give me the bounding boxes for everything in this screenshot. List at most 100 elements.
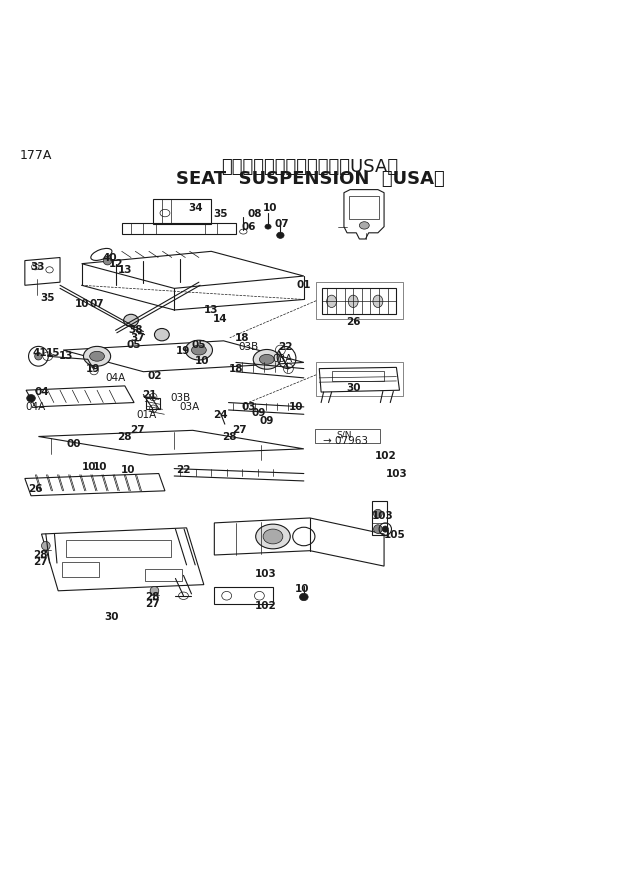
Text: 41: 41: [33, 348, 48, 358]
Ellipse shape: [373, 295, 383, 307]
Bar: [62, 562, 99, 577]
Bar: [332, 371, 384, 381]
Text: シートサスペンション　（USA）: シートサスペンション （USA）: [221, 157, 399, 175]
Text: 15: 15: [45, 348, 60, 358]
Text: 09: 09: [260, 416, 274, 426]
Ellipse shape: [382, 526, 388, 533]
Text: 03B: 03B: [170, 393, 190, 403]
Ellipse shape: [27, 395, 35, 402]
Ellipse shape: [374, 525, 382, 533]
Text: 03: 03: [241, 402, 255, 412]
Text: 103: 103: [255, 568, 277, 579]
Ellipse shape: [259, 354, 274, 364]
Ellipse shape: [185, 340, 213, 360]
Text: 177A: 177A: [20, 149, 52, 162]
Text: 10: 10: [294, 584, 309, 594]
Ellipse shape: [265, 224, 271, 229]
Ellipse shape: [192, 345, 206, 355]
Text: 35: 35: [213, 210, 228, 219]
Text: SEAT  SUSPENSION  （USA）: SEAT SUSPENSION （USA）: [175, 170, 445, 188]
Bar: [316, 362, 402, 396]
Text: 10: 10: [288, 402, 303, 412]
Text: 22: 22: [278, 342, 293, 352]
Bar: [146, 397, 160, 409]
Text: → 07963: → 07963: [323, 436, 368, 446]
Text: 13: 13: [59, 351, 73, 361]
Text: 03A: 03A: [180, 402, 200, 412]
Text: 103: 103: [371, 511, 393, 520]
Text: 13: 13: [118, 265, 132, 275]
Text: 28: 28: [223, 431, 237, 442]
Text: 30: 30: [346, 383, 360, 394]
Text: 14: 14: [213, 314, 228, 324]
Text: 28: 28: [118, 431, 132, 442]
Text: 18: 18: [235, 333, 249, 343]
Text: 27: 27: [232, 425, 246, 436]
Text: 103: 103: [386, 469, 407, 478]
Text: 00: 00: [67, 439, 81, 449]
Ellipse shape: [84, 347, 110, 366]
Ellipse shape: [90, 351, 104, 361]
Text: 27: 27: [33, 558, 48, 567]
Text: 27: 27: [130, 425, 144, 436]
Text: 10: 10: [263, 203, 277, 213]
Text: 28: 28: [33, 550, 48, 560]
Text: 30: 30: [104, 612, 118, 622]
Ellipse shape: [253, 349, 280, 369]
Text: 21: 21: [142, 389, 157, 400]
Text: 04A: 04A: [25, 402, 45, 412]
Ellipse shape: [327, 295, 337, 307]
Text: 38: 38: [129, 326, 143, 335]
Ellipse shape: [150, 587, 159, 595]
Bar: [122, 223, 236, 234]
Text: 22: 22: [176, 465, 191, 476]
Ellipse shape: [374, 509, 382, 518]
Text: 05: 05: [192, 340, 206, 350]
Text: 26: 26: [28, 484, 43, 494]
Text: 09: 09: [252, 408, 266, 418]
Text: 01: 01: [296, 280, 311, 291]
Text: 08: 08: [247, 210, 262, 219]
Ellipse shape: [35, 353, 42, 360]
Text: 26: 26: [346, 317, 360, 327]
Bar: [349, 196, 379, 219]
Text: 03B: 03B: [238, 342, 259, 352]
Text: 10: 10: [195, 356, 209, 366]
Text: 28: 28: [145, 592, 160, 602]
Bar: [215, 588, 273, 604]
Text: 07: 07: [275, 218, 290, 229]
Text: 19: 19: [86, 364, 100, 374]
Text: 18: 18: [229, 364, 243, 374]
Ellipse shape: [104, 257, 112, 265]
Ellipse shape: [255, 524, 290, 549]
Text: 34: 34: [188, 203, 203, 213]
Text: 27: 27: [145, 600, 160, 609]
Bar: [144, 568, 182, 581]
Text: 12: 12: [108, 258, 123, 269]
Text: 06: 06: [241, 222, 255, 231]
Bar: [153, 199, 211, 223]
Ellipse shape: [154, 328, 169, 340]
Text: 07: 07: [90, 299, 104, 309]
Text: 10: 10: [82, 463, 96, 472]
Text: 102: 102: [374, 451, 396, 461]
Text: 10: 10: [93, 463, 107, 472]
Text: 105: 105: [384, 530, 405, 540]
Bar: [322, 288, 396, 314]
Text: 35: 35: [40, 292, 55, 303]
Text: 37: 37: [130, 333, 144, 343]
Text: 33: 33: [30, 262, 45, 272]
Bar: [316, 282, 402, 320]
Text: S/N: S/N: [336, 430, 352, 440]
Text: 24: 24: [213, 410, 228, 420]
Text: 01A: 01A: [136, 410, 157, 420]
Bar: [372, 501, 387, 535]
Ellipse shape: [299, 594, 308, 601]
Text: 04: 04: [34, 387, 49, 397]
Text: 40: 40: [102, 252, 117, 263]
Ellipse shape: [42, 541, 50, 550]
Text: 102: 102: [255, 601, 277, 611]
Text: 04A: 04A: [105, 373, 126, 383]
Bar: [66, 540, 171, 557]
Ellipse shape: [123, 314, 138, 327]
